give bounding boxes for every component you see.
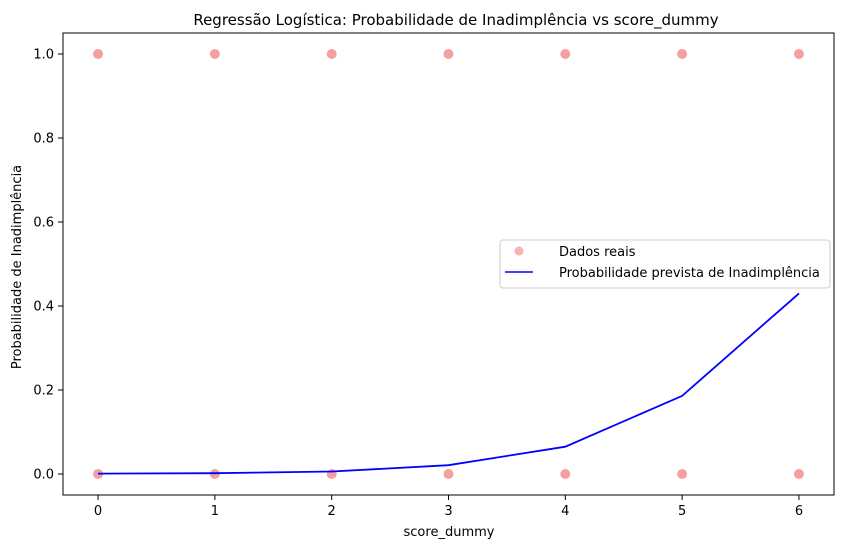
- legend-label-scatter: Dados reais: [559, 245, 636, 260]
- x-axis-ticks: 0 1 2 3 4 5 6: [94, 495, 803, 519]
- x-tick-label: 1: [211, 504, 219, 519]
- chart-title: Regressão Logística: Probabilidade de In…: [193, 11, 718, 30]
- x-axis-label: score_dummy: [404, 525, 495, 540]
- scatter-point: [793, 469, 804, 479]
- scatter-point: [443, 49, 454, 59]
- x-tick-label: 2: [328, 504, 336, 519]
- y-tick-label: 0.2: [33, 384, 54, 399]
- scatter-point: [560, 469, 571, 479]
- scatter-point: [793, 49, 804, 59]
- legend-marker-scatter: [514, 246, 524, 256]
- y-tick-label: 1.0: [33, 48, 54, 63]
- y-tick-label: 0.8: [33, 132, 54, 147]
- scatter-point: [93, 49, 104, 59]
- scatter-point: [677, 49, 688, 59]
- x-tick-label: 5: [678, 504, 686, 519]
- legend-box: [499, 239, 831, 289]
- y-tick-label: 0.4: [33, 300, 54, 315]
- scatter-point: [443, 469, 454, 479]
- y-tick-label: 0.0: [33, 468, 54, 483]
- x-tick-label: 3: [444, 504, 452, 519]
- scatter-point: [209, 49, 220, 59]
- x-tick-label: 6: [795, 504, 803, 519]
- x-tick-label: 0: [94, 504, 102, 519]
- y-axis-ticks: 0.0 0.2 0.4 0.6 0.8 1.0: [33, 48, 63, 483]
- scatter-point: [677, 469, 688, 479]
- line-series: [97, 292, 800, 475]
- legend: Dados reais Probabilidade prevista de In…: [499, 239, 831, 289]
- legend-label-line: Probabilidade prevista de Inadimplência: [559, 266, 820, 281]
- scatter-point: [560, 49, 571, 59]
- predicted-probability-line: [97, 292, 800, 475]
- x-tick-label: 4: [561, 504, 569, 519]
- scatter-point: [326, 49, 337, 59]
- y-axis-label: Probabilidade de Inadimplência: [10, 165, 25, 369]
- y-tick-label: 0.6: [33, 216, 54, 231]
